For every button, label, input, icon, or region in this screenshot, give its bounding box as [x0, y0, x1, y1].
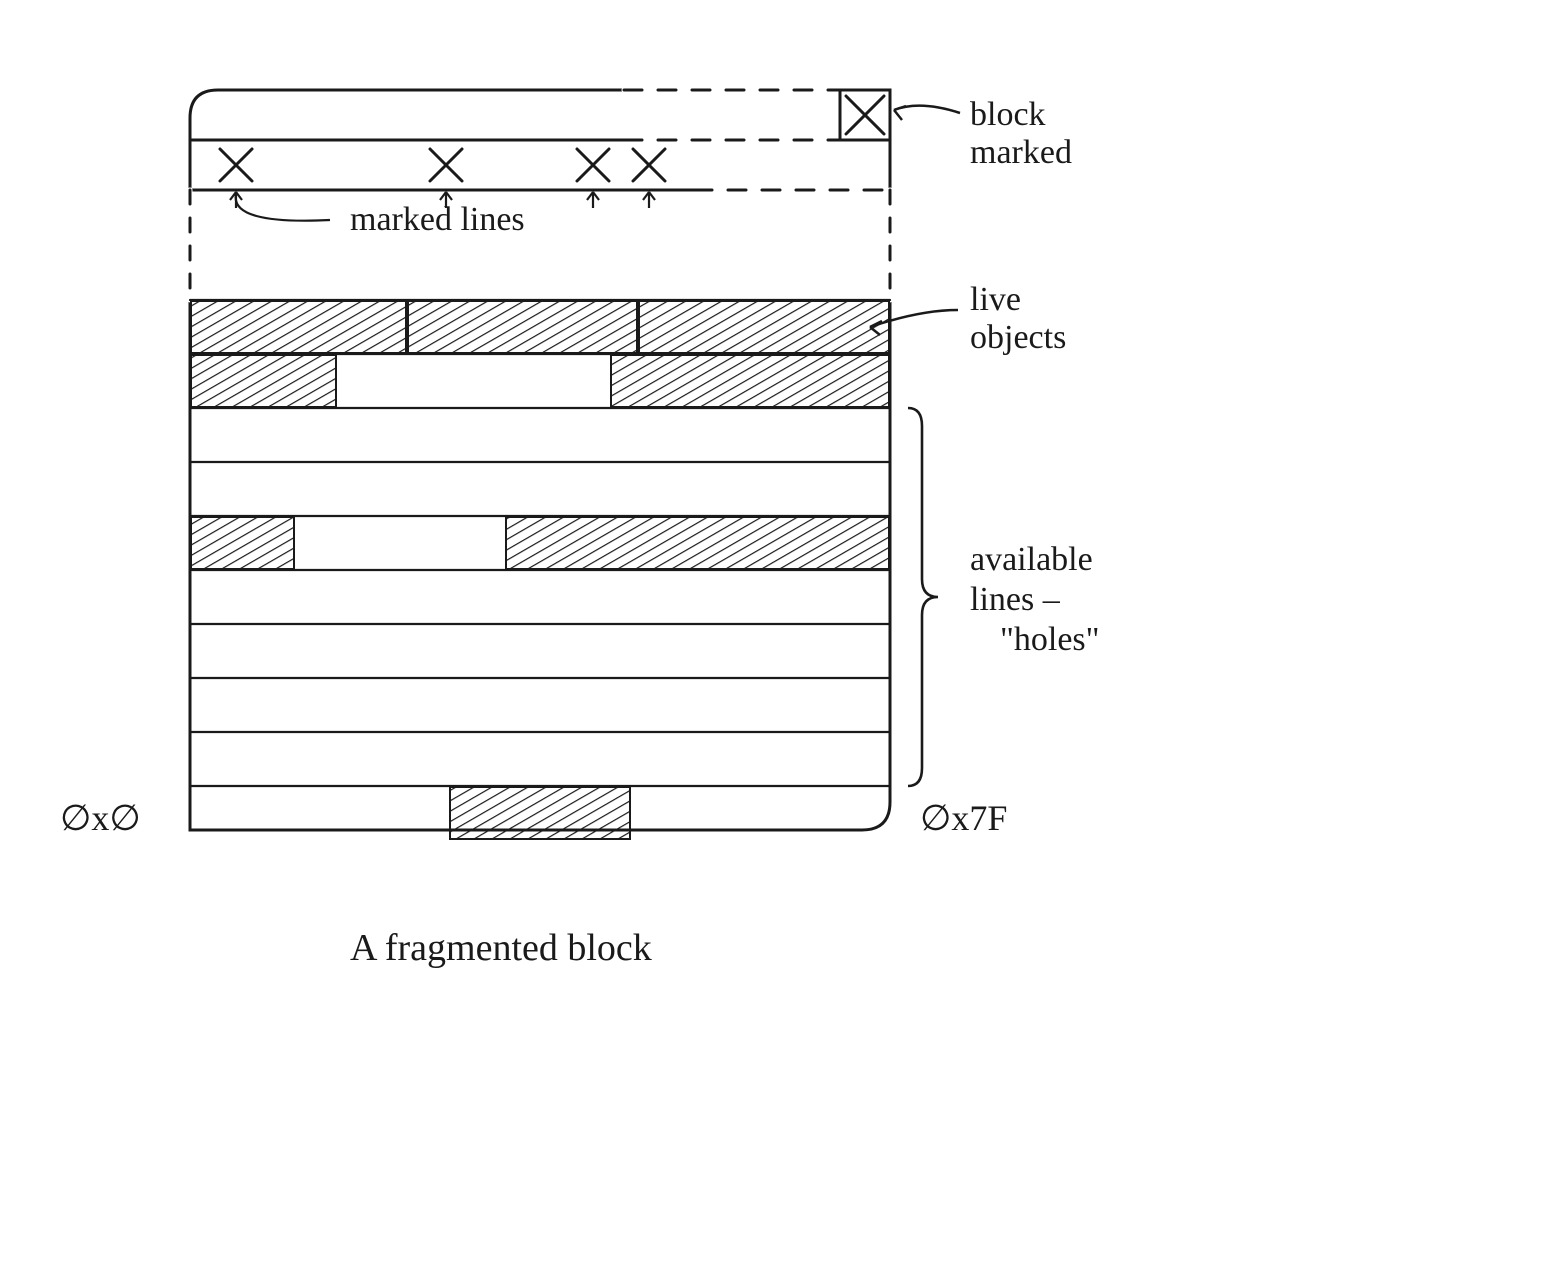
label-block-marked-2: marked [970, 134, 1072, 171]
label-live-2: objects [970, 319, 1066, 356]
label-available-3: "holes" [1000, 621, 1100, 658]
label-addr-end: ∅x7F [920, 798, 1007, 838]
label-marked-lines: marked lines [350, 201, 525, 238]
label-block-marked-1: block [970, 96, 1046, 133]
label-live-1: live [970, 281, 1021, 318]
caption: A fragmented block [350, 927, 652, 969]
diagram-canvas: blockmarked marked lines liveobjects availa… [0, 0, 1556, 1272]
label-available-1: available [970, 541, 1093, 578]
label-available-2: lines – [970, 581, 1061, 618]
label-addr-start: ∅x∅ [60, 798, 141, 838]
